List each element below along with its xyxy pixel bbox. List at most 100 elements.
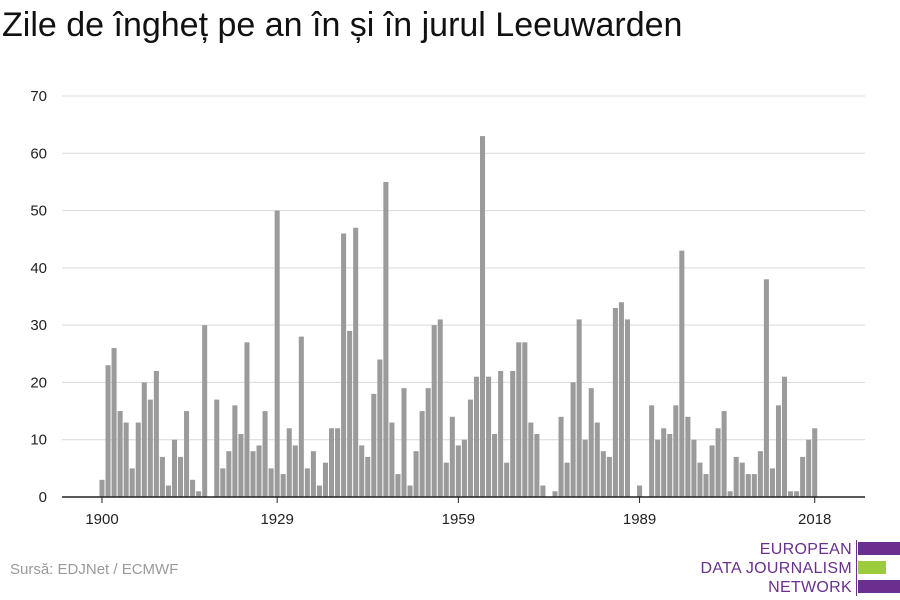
bar xyxy=(395,474,401,497)
bar xyxy=(304,468,310,497)
bar xyxy=(232,405,238,497)
x-tick-label: 1900 xyxy=(85,511,118,528)
bar xyxy=(492,433,498,497)
bar xyxy=(316,485,322,497)
bar xyxy=(244,342,250,497)
bar xyxy=(256,445,262,497)
bar xyxy=(431,325,437,497)
bar xyxy=(594,422,600,497)
bar xyxy=(455,445,461,497)
bar xyxy=(220,468,226,497)
bar xyxy=(365,456,371,497)
logo-divider xyxy=(856,540,857,596)
bar xyxy=(335,428,341,497)
bar xyxy=(425,388,431,497)
bar xyxy=(751,474,757,497)
logo-line-1: EUROPEAN xyxy=(759,541,852,558)
bar xyxy=(202,325,208,497)
y-tick-label: 40 xyxy=(30,260,47,277)
bar xyxy=(165,485,171,497)
bar xyxy=(612,307,618,497)
bar xyxy=(679,250,685,497)
logo-bar-middle xyxy=(858,561,886,574)
bars xyxy=(99,136,818,498)
logo-line-3: NETWORK xyxy=(768,579,852,596)
bar xyxy=(540,485,546,497)
bar xyxy=(582,439,588,497)
bar xyxy=(99,479,105,497)
x-axis xyxy=(62,496,865,503)
bar xyxy=(812,428,818,497)
bar xyxy=(504,462,510,497)
bar xyxy=(570,382,576,497)
bar xyxy=(353,227,359,497)
bar xyxy=(649,405,655,497)
logo-bar-bottom xyxy=(858,580,900,593)
bar xyxy=(401,388,407,497)
bar xyxy=(600,451,606,497)
logo-bar-top xyxy=(858,542,900,555)
bar xyxy=(721,411,727,497)
bar xyxy=(389,422,395,497)
bar xyxy=(576,319,582,497)
bar xyxy=(775,405,781,497)
bar xyxy=(673,405,679,497)
bar xyxy=(250,451,256,497)
bar xyxy=(606,456,612,497)
bar xyxy=(703,474,709,497)
bar xyxy=(111,348,117,497)
bar xyxy=(419,411,425,497)
bar xyxy=(105,365,111,497)
bar xyxy=(407,485,413,497)
chart-title: Zile de îngheț pe an în și în jurul Leeu… xyxy=(2,6,683,44)
bar xyxy=(214,399,220,497)
bar xyxy=(667,433,673,497)
y-tick-label: 30 xyxy=(30,317,47,334)
bar xyxy=(310,451,316,497)
bar xyxy=(685,416,691,497)
bar xyxy=(473,376,479,497)
bar xyxy=(661,428,667,497)
bar xyxy=(341,233,347,498)
bar xyxy=(697,462,703,497)
bar xyxy=(184,411,190,497)
bar xyxy=(383,181,389,497)
bar xyxy=(190,479,196,497)
bar xyxy=(123,422,129,497)
bar xyxy=(534,433,540,497)
bar xyxy=(171,439,177,497)
bar xyxy=(226,451,232,497)
y-tick-label: 20 xyxy=(30,374,47,391)
bar xyxy=(178,456,184,497)
bar xyxy=(196,491,202,497)
bar xyxy=(286,428,292,497)
y-axis-tick-labels: 0 10 20 30 40 50 60 70 xyxy=(30,88,47,506)
bar xyxy=(558,416,564,497)
bar xyxy=(522,342,528,497)
bar xyxy=(280,474,286,497)
y-tick-label: 10 xyxy=(30,432,47,449)
source-note: Sursă: EDJNet / ECMWF xyxy=(10,561,179,578)
y-tick-label: 50 xyxy=(30,203,47,220)
y-tick-label: 70 xyxy=(30,88,47,105)
bar xyxy=(159,456,165,497)
bar xyxy=(757,451,763,497)
y-tick-label: 0 xyxy=(39,489,47,506)
bar xyxy=(733,456,739,497)
bar xyxy=(147,399,153,497)
bar xyxy=(129,468,135,497)
bar xyxy=(618,302,624,497)
bar xyxy=(528,422,534,497)
bar xyxy=(268,468,274,497)
bar xyxy=(745,474,751,497)
x-tick-label: 2018 xyxy=(798,511,831,528)
bar xyxy=(769,468,775,497)
logo-line-2: DATA JOURNALISM xyxy=(700,560,852,577)
bar xyxy=(135,422,141,497)
bar xyxy=(498,370,504,497)
bar xyxy=(153,370,159,497)
gridlines xyxy=(62,95,865,441)
bar xyxy=(461,439,467,497)
bar xyxy=(763,279,769,497)
bar xyxy=(449,416,455,497)
